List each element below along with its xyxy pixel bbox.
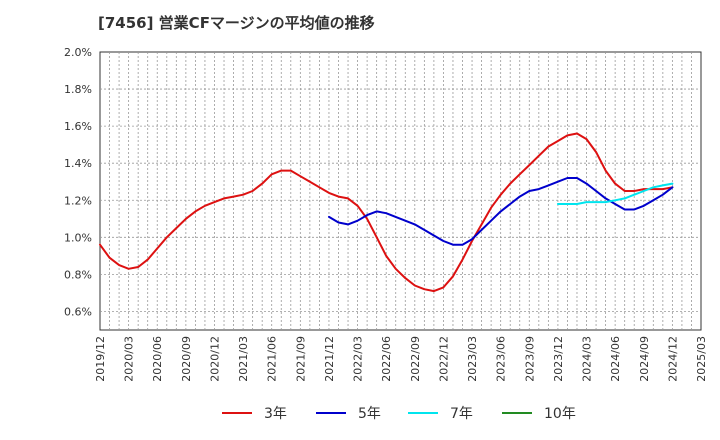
chart-title: [7456] 営業CFマージンの平均値の推移 <box>98 14 375 32</box>
x-tick-label: 2024/12 <box>666 336 679 382</box>
series-line-1 <box>99 132 674 293</box>
x-tick-label: 2024/09 <box>638 336 651 382</box>
x-tick-label: 2022/03 <box>352 336 365 382</box>
legend-label: 3年 <box>264 406 287 422</box>
x-tick-label: 2023/03 <box>466 336 479 382</box>
y-tick-label: 0.6% <box>64 305 92 318</box>
legend-label: 5年 <box>358 406 381 422</box>
y-tick-label: 1.0% <box>64 231 92 244</box>
plot-area <box>99 51 702 331</box>
y-tick-label: 1.4% <box>64 157 92 170</box>
y-tick-label: 1.2% <box>64 194 92 207</box>
legend-label: 7年 <box>450 406 473 422</box>
x-tick-label: 2021/06 <box>266 336 279 382</box>
legend: 3年 5年 7年 10年 <box>222 406 576 422</box>
series-lines <box>99 132 674 293</box>
x-tick-label: 2019/12 <box>94 336 107 382</box>
x-tick-label: 2020/06 <box>151 336 164 382</box>
series-line-2 <box>328 177 674 246</box>
x-tick-label: 2020/03 <box>123 336 136 382</box>
y-tick-label: 0.8% <box>64 268 92 281</box>
x-tick-label: 2024/06 <box>609 336 622 382</box>
x-tick-label: 2022/06 <box>380 336 393 382</box>
x-tick-label: 2020/12 <box>208 336 221 382</box>
x-tick-label: 2022/12 <box>437 336 450 382</box>
y-tick-label: 1.6% <box>64 120 92 133</box>
axis-ticks: 0.6% 0.8% 1.0% 1.2% 1.4% 1.6% 1.8% 2.0% 2019/12 2… <box>64 46 708 382</box>
x-tick-label: 2023/09 <box>523 336 536 382</box>
x-tick-label: 2025/03 <box>695 336 708 382</box>
x-tick-label: 2024/03 <box>581 336 594 382</box>
y-tick-label: 1.8% <box>64 83 92 96</box>
legend-label: 10年 <box>544 406 576 422</box>
series-line-3 <box>556 182 674 205</box>
x-tick-label: 2023/06 <box>495 336 508 382</box>
x-tick-label: 2021/12 <box>323 336 336 382</box>
y-tick-label: 2.0% <box>64 46 92 59</box>
x-tick-label: 2021/09 <box>294 336 307 382</box>
x-tick-label: 2023/12 <box>552 336 565 382</box>
x-tick-label: 2020/09 <box>180 336 193 382</box>
x-tick-label: 2021/03 <box>237 336 250 382</box>
x-tick-label: 2022/09 <box>409 336 422 382</box>
